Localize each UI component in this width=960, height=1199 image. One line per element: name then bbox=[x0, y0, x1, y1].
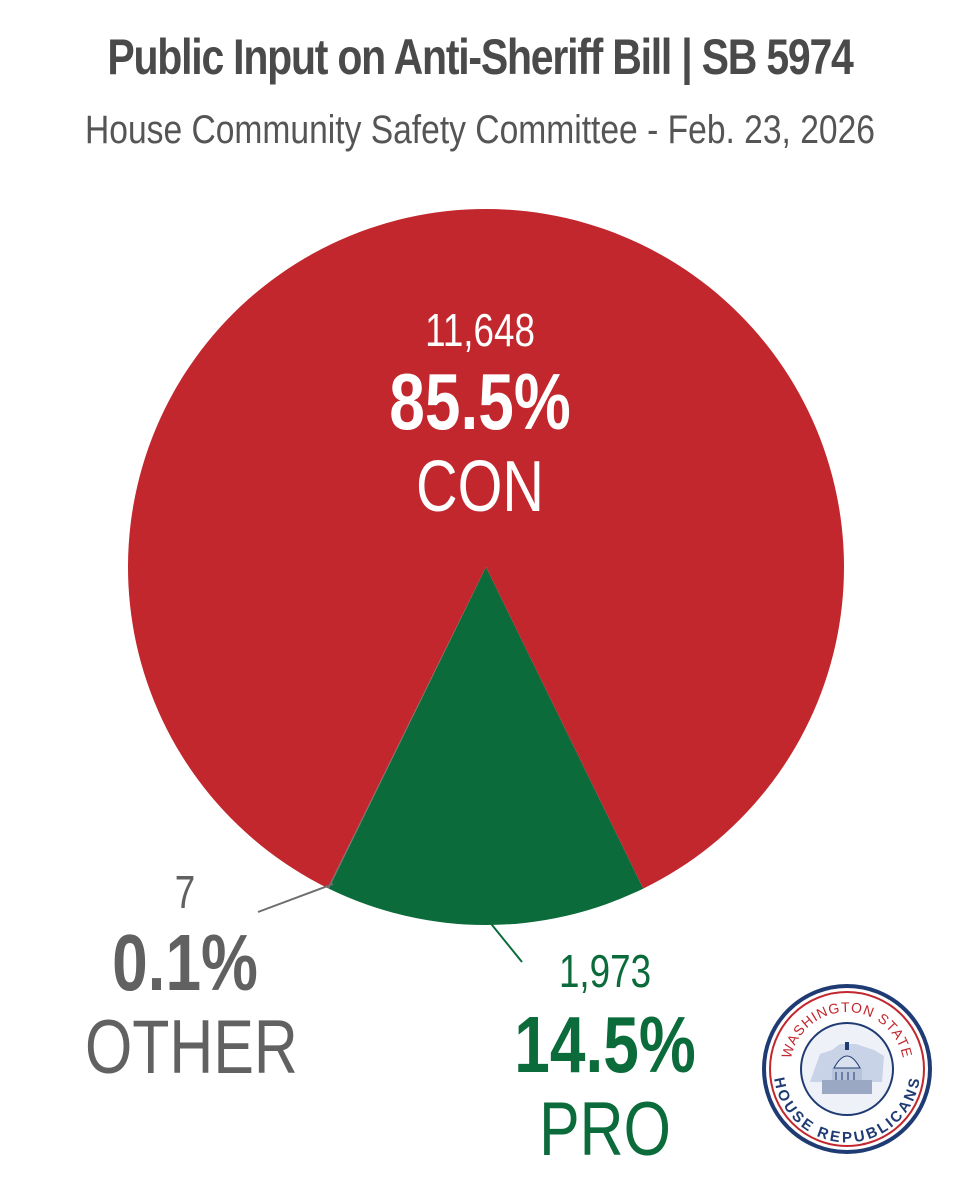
other-slice bbox=[327, 567, 486, 889]
con-name: CON bbox=[416, 447, 544, 527]
other-count: 7 bbox=[174, 866, 196, 918]
con-slice bbox=[128, 208, 844, 889]
pro-name: PRO bbox=[539, 1087, 671, 1172]
pro-count: 1,973 bbox=[558, 945, 652, 997]
con-count: 11,648 bbox=[425, 304, 535, 356]
con-percent: 85.5% bbox=[389, 357, 571, 446]
other-percent: 0.1% bbox=[112, 918, 258, 1007]
pro-leader-line bbox=[487, 919, 523, 963]
pro-slice bbox=[328, 567, 644, 925]
other-leader-line bbox=[257, 883, 334, 913]
other-name: OTHER bbox=[85, 1005, 298, 1090]
capitol-dome-seal-icon bbox=[810, 1042, 884, 1094]
pro-percent: 14.5% bbox=[514, 1000, 696, 1089]
pro-label: 1,973 14.5% PRO bbox=[475, 940, 735, 1172]
con-label: 11,648 85.5% CON bbox=[300, 302, 660, 528]
other-label: 7 0.1% OTHER bbox=[60, 864, 310, 1090]
chart-title: Public Input on Anti-Sheriff Bill | SB 5… bbox=[107, 29, 853, 85]
house-republicans-logo: WASHINGTON STATE HOUSE REPUBLICANS bbox=[762, 984, 932, 1154]
chart-subtitle: House Community Safety Committee - Feb. … bbox=[85, 108, 875, 152]
